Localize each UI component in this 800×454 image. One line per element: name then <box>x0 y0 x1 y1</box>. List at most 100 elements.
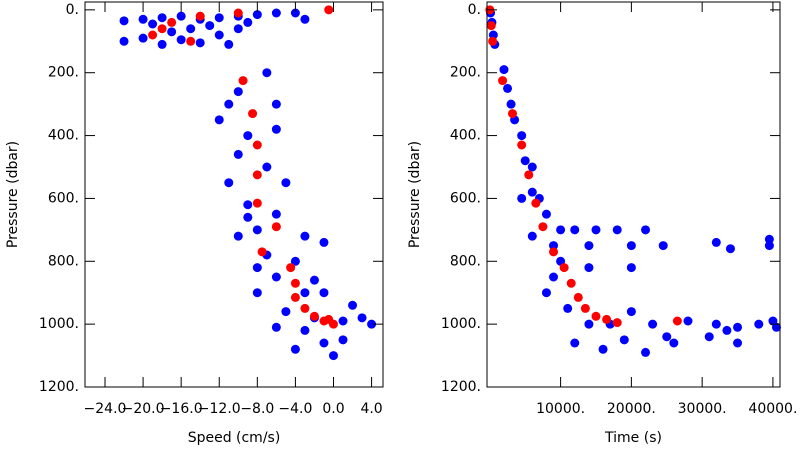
x-axis-label: Speed (cm/s) <box>188 430 281 446</box>
point <box>538 222 548 232</box>
x-tick-label: −16.0 <box>160 401 203 417</box>
point <box>669 338 679 348</box>
point <box>224 99 234 109</box>
point <box>300 14 310 24</box>
point <box>248 109 258 119</box>
point <box>556 225 566 235</box>
point <box>243 212 253 222</box>
point <box>662 332 672 342</box>
y-axis-label: Pressure (dbar) <box>5 141 21 248</box>
point <box>771 322 781 332</box>
point <box>319 338 329 348</box>
point <box>324 314 334 324</box>
x-tick-label: −20.0 <box>122 401 165 417</box>
point <box>300 288 310 298</box>
point <box>233 87 243 97</box>
point <box>764 241 774 251</box>
point <box>224 39 234 49</box>
y-tick-label: 400. <box>48 128 79 144</box>
point <box>309 275 319 285</box>
point <box>598 344 608 354</box>
point <box>195 38 205 48</box>
point <box>591 225 601 235</box>
point <box>517 193 527 203</box>
point <box>176 35 186 45</box>
point <box>626 241 636 251</box>
point <box>658 241 668 251</box>
y-tick-label: 800. <box>450 253 481 269</box>
point <box>252 263 262 273</box>
point <box>257 247 267 257</box>
point <box>271 272 281 282</box>
point <box>119 36 129 46</box>
point <box>281 307 291 317</box>
plot-frame <box>84 1 384 388</box>
point <box>290 292 300 302</box>
point <box>367 319 377 329</box>
point <box>626 307 636 317</box>
point <box>527 231 537 241</box>
point <box>224 178 234 188</box>
point <box>281 178 291 188</box>
point <box>243 17 253 27</box>
point <box>271 209 281 219</box>
point <box>157 39 167 49</box>
point <box>205 21 215 31</box>
point <box>309 311 319 321</box>
point <box>252 10 262 20</box>
point <box>300 231 310 241</box>
point <box>498 76 508 86</box>
point <box>573 292 583 302</box>
y-tick-label: 400. <box>450 128 481 144</box>
y-tick-label: 0. <box>66 2 79 18</box>
point <box>612 225 622 235</box>
point <box>328 351 338 361</box>
point <box>580 303 590 313</box>
y-tick-label: 1200. <box>441 379 481 395</box>
point <box>517 140 527 150</box>
point <box>290 256 300 266</box>
y-tick-label: 200. <box>450 65 481 81</box>
point <box>186 36 196 46</box>
point <box>584 263 594 273</box>
point <box>233 231 243 241</box>
point <box>711 319 721 329</box>
point <box>286 263 296 273</box>
point <box>271 99 281 109</box>
y-axis-label: Pressure (dbar) <box>407 141 423 248</box>
point <box>725 244 735 254</box>
point <box>619 335 629 345</box>
point <box>517 131 527 141</box>
y-tick-label: 200. <box>48 65 79 81</box>
point <box>733 322 743 332</box>
point <box>754 319 764 329</box>
point <box>641 347 651 357</box>
point <box>214 30 224 40</box>
point <box>648 319 658 329</box>
point <box>186 24 196 34</box>
point <box>243 200 253 210</box>
y-tick-label: 600. <box>450 190 481 206</box>
point <box>584 319 594 329</box>
point <box>570 338 580 348</box>
point <box>271 322 281 332</box>
point <box>214 115 224 125</box>
point <box>157 24 167 34</box>
point <box>233 8 243 18</box>
y-tick-label: 1000. <box>39 316 79 332</box>
point <box>683 316 693 326</box>
point <box>300 303 310 313</box>
point <box>319 288 329 298</box>
point <box>138 14 148 24</box>
point <box>626 263 636 273</box>
point <box>602 314 612 324</box>
point <box>584 241 594 251</box>
point <box>138 33 148 43</box>
point <box>591 311 601 321</box>
point <box>338 335 348 345</box>
x-tick-label: 4.0 <box>360 401 382 417</box>
point <box>357 313 367 323</box>
point <box>176 11 186 21</box>
point <box>290 344 300 354</box>
point <box>148 30 158 40</box>
